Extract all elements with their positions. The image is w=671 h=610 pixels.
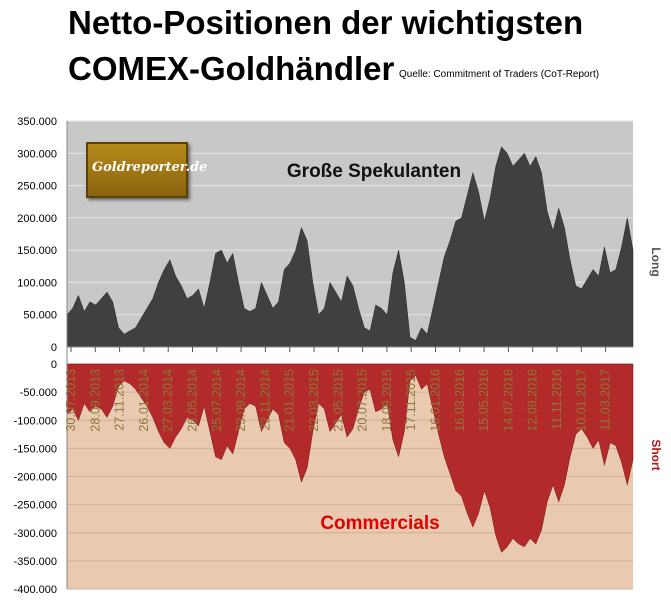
top-y-tick-label: 100.000 [17,277,57,289]
top-y-tick-label: 200.000 [17,213,57,225]
x-tick-label: 11.11.2016 [550,369,564,430]
x-tick-label: 20.07.2015 [356,369,370,432]
x-tick-label: 14.07.2016 [501,369,515,432]
x-tick-label: 22.11.2014 [258,369,272,431]
spekulanten-area [66,146,634,348]
top-y-tick-label: 50.000 [23,310,57,322]
top-y-tick-label: 300.000 [17,148,57,160]
x-tick-label: 25.07.2014 [210,369,224,432]
logo-text: Goldreporter.de [92,160,208,175]
x-tick-label: 10.01.2017 [574,369,588,432]
commercials-area [66,363,634,553]
x-tick-label: 30.07.2013 [64,369,78,432]
x-tick-label: 26.01.2014 [137,369,151,432]
short-side-label: Short [649,439,663,470]
x-tick-label: 26.05.2014 [186,369,200,432]
bottom-y-tick-label: -100.000 [14,415,57,427]
bottom-y-tick-label: 0 [51,359,57,371]
chart-title-line2: COMEX-Goldhändler [68,50,395,87]
top-y-tick-label: 0 [51,342,57,354]
x-tick-label: 17.11.2015 [404,369,418,431]
source-note: Quelle: Commitment of Traders (CoT-Repor… [399,69,600,80]
x-tick-label: 15.05.2016 [477,369,491,432]
x-tick-label: 11.03.2017 [599,369,613,431]
bottom-y-tick-label: -400.000 [14,584,57,596]
long-side-label: Long [649,247,663,276]
x-tick-label: 16.01.2016 [429,369,443,432]
bottom-y-tick-label: -300.000 [14,528,57,540]
bottom-y-tick-label: -250.000 [14,500,57,512]
x-tick-label: 16.03.2016 [453,369,467,432]
x-tick-label: 21.05.2015 [331,369,345,432]
x-tick-label: 27.11.2013 [113,369,127,431]
x-tick-label: 12.09.2016 [526,369,540,432]
x-tick-label: 27.03.2014 [161,369,175,432]
x-tick-label: 18.09.2015 [380,369,394,432]
x-tick-label: 23.09.2014 [234,369,248,432]
x-tick-label: 21.01.2015 [283,369,297,432]
top-y-tick-label: 350.000 [17,116,57,128]
bottom-y-tick-label: -50.000 [20,387,57,399]
top-y-tick-label: 150.000 [17,245,57,257]
x-tick-label: 22.03.2015 [307,369,321,432]
top-y-tick-label: 250.000 [17,181,57,193]
commercials-series-label: Commercials [320,513,439,534]
bottom-y-tick-label: -200.000 [14,472,57,484]
bottom-y-tick-label: -350.000 [14,556,57,568]
bottom-y-tick-label: -150.000 [14,443,57,455]
goldreporter-logo: Goldreporter.de [86,142,207,198]
spekulanten-series-label: Große Spekulanten [287,161,461,182]
chart-title-line1: Netto-Positionen der wichtigsten [68,4,584,41]
x-tick-label: 28.09.2013 [88,369,102,432]
